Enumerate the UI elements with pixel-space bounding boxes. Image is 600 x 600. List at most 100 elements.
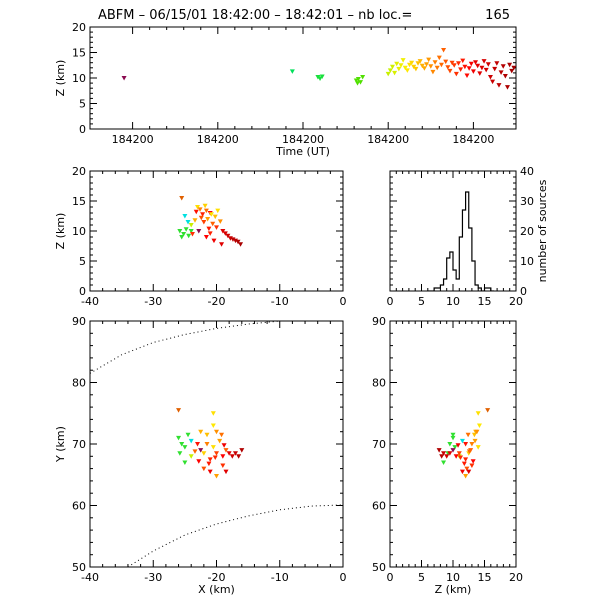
y-tick-label: 90 xyxy=(72,315,86,328)
source-point xyxy=(409,60,415,66)
panel-time_z: 184200 184200 184200 184200 184200 0 5 10 15 20 Ti… xyxy=(54,21,517,158)
panel-x_y: -40 -30 -20 -10 0 50 60 70 80 90 X (km) Y (km) xyxy=(54,315,347,596)
y-tick-label: 80 xyxy=(372,377,386,390)
source-point xyxy=(462,64,468,70)
x-tick-label: 184200 xyxy=(452,133,494,146)
source-point xyxy=(188,229,194,234)
source-point xyxy=(490,79,496,85)
source-point xyxy=(355,81,361,86)
x-tick-label: -10 xyxy=(271,295,289,308)
source-point xyxy=(226,451,232,456)
source-point xyxy=(206,461,212,467)
plot-frame xyxy=(389,170,517,292)
source-point xyxy=(196,459,202,464)
source-point xyxy=(492,66,498,72)
y-tick-label: 20 xyxy=(72,165,86,178)
source-point xyxy=(461,461,467,467)
source-point xyxy=(210,221,216,227)
source-point xyxy=(221,443,227,448)
source-point xyxy=(456,451,462,456)
y-tick-label: 70 xyxy=(372,438,386,451)
plot-frame xyxy=(89,170,344,292)
source-point xyxy=(428,64,434,69)
source-point xyxy=(421,66,427,71)
source-point xyxy=(459,469,465,475)
x-tick-label: 5 xyxy=(418,295,425,308)
panels: 184200 184200 184200 184200 184200 0 5 10 15 20 Ti… xyxy=(54,21,549,596)
source-point xyxy=(424,62,430,67)
source-point xyxy=(481,59,487,64)
x-axis-label: Z (km) xyxy=(435,583,472,596)
source-point xyxy=(177,451,183,456)
source-point xyxy=(426,57,432,63)
source-point xyxy=(207,457,213,462)
source-point xyxy=(494,61,500,66)
source-point xyxy=(466,469,472,475)
source-point xyxy=(468,61,474,67)
source-point xyxy=(206,226,212,232)
source-point xyxy=(463,473,469,479)
source-point xyxy=(400,58,406,63)
source-point xyxy=(239,448,245,453)
source-point xyxy=(207,469,213,475)
panel-z_y: 0 5 10 15 20 50 60 70 80 90 Z (km) xyxy=(372,315,523,596)
y-axis-label: Z (km) xyxy=(54,213,67,250)
y-axis-label: Z (km) xyxy=(54,60,67,97)
source-point xyxy=(476,423,482,429)
source-point xyxy=(449,60,455,66)
source-point xyxy=(181,232,187,237)
source-point xyxy=(419,63,425,69)
source-point xyxy=(389,64,395,70)
source-point xyxy=(220,463,226,469)
source-point xyxy=(436,55,442,61)
source-point xyxy=(192,218,198,223)
source-point xyxy=(441,451,447,456)
source-point xyxy=(398,63,404,68)
source-point xyxy=(469,463,475,469)
source-point xyxy=(360,74,366,80)
data-layer xyxy=(90,321,343,567)
source-point xyxy=(193,209,199,215)
source-point xyxy=(475,411,481,416)
source-point xyxy=(463,442,469,447)
source-point xyxy=(225,233,231,239)
source-point xyxy=(188,438,194,444)
source-point xyxy=(460,58,466,64)
source-point xyxy=(179,196,185,201)
source-point xyxy=(230,237,236,242)
source-point xyxy=(319,74,325,79)
y-tick-label: 50 xyxy=(372,561,386,574)
source-point xyxy=(235,239,241,245)
x-tick-label: 0 xyxy=(340,295,347,308)
plot-frame xyxy=(389,320,517,568)
x-tick-label: 184200 xyxy=(282,133,324,146)
x-axis-label: X (km) xyxy=(198,583,235,596)
y-tick-label: 20 xyxy=(72,21,86,34)
x-tick-label: -40 xyxy=(81,295,99,308)
source-point xyxy=(195,205,201,210)
source-point xyxy=(222,231,228,236)
source-point xyxy=(236,454,242,459)
source-point xyxy=(496,83,502,88)
x-tick-label: 10 xyxy=(446,295,460,308)
source-point xyxy=(453,454,459,459)
source-point xyxy=(220,454,226,459)
source-point xyxy=(223,469,229,475)
source-point xyxy=(219,242,225,247)
source-point xyxy=(182,445,188,450)
source-point xyxy=(498,70,504,75)
source-point xyxy=(443,59,449,65)
y-tick-label: 10 xyxy=(520,255,534,268)
source-point xyxy=(215,208,221,214)
source-point xyxy=(465,432,471,438)
source-point xyxy=(464,466,470,472)
histogram-bars xyxy=(427,191,494,291)
source-point xyxy=(455,61,461,66)
x-tick-label: 0 xyxy=(387,295,394,308)
source-point xyxy=(413,66,419,72)
source-point xyxy=(387,68,393,73)
source-point xyxy=(447,442,453,447)
data-layer xyxy=(121,47,516,90)
source-point xyxy=(186,233,192,239)
source-point xyxy=(458,455,464,461)
